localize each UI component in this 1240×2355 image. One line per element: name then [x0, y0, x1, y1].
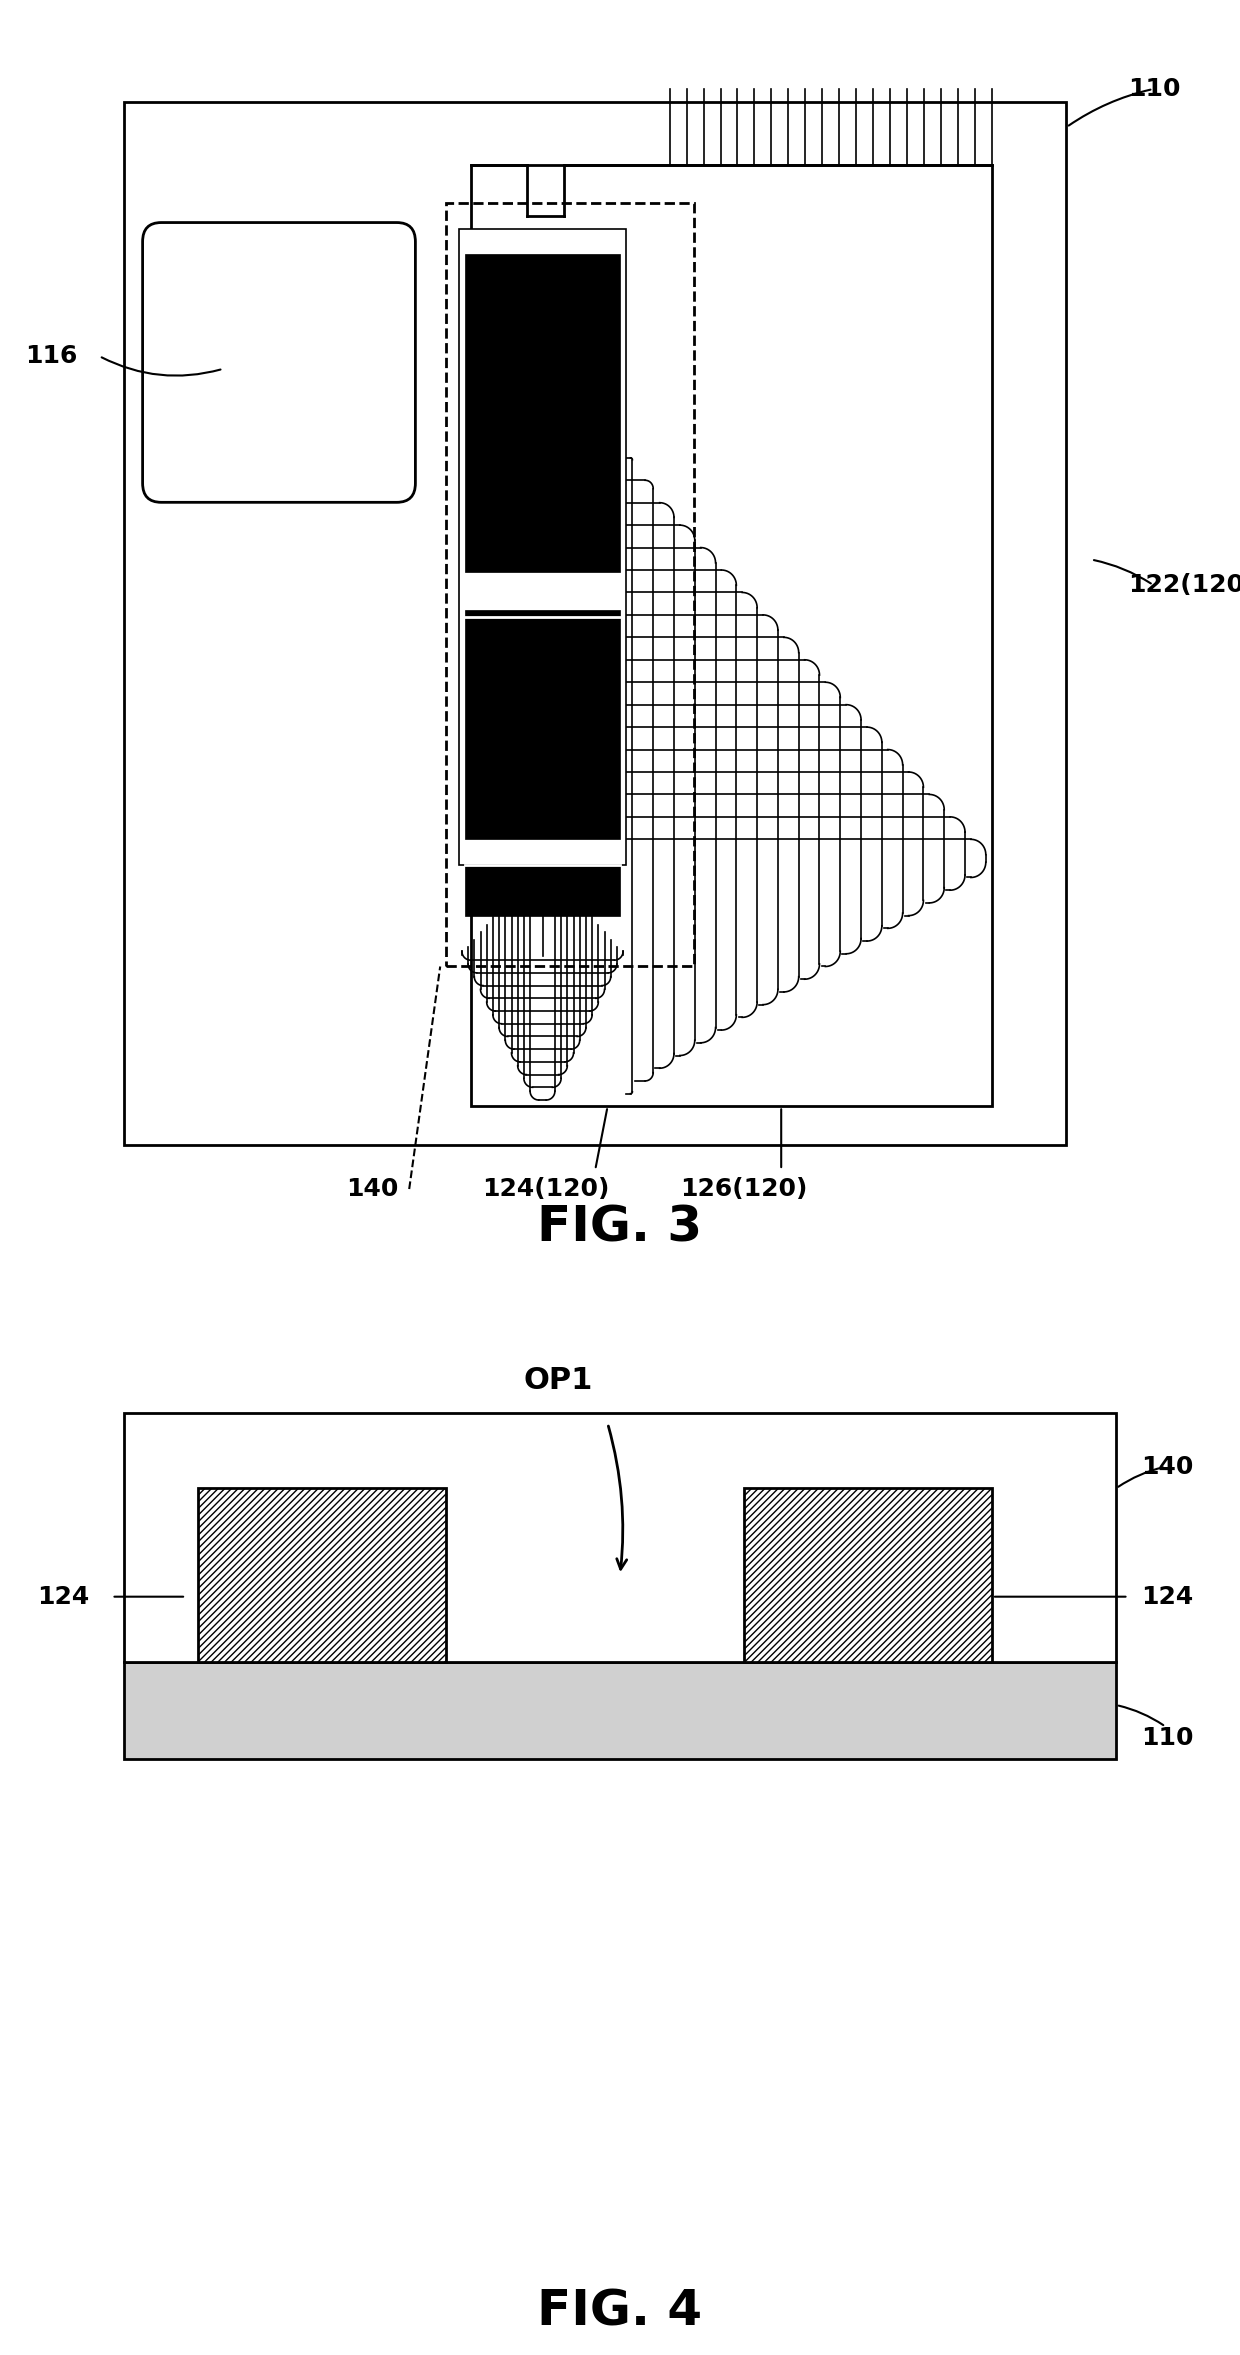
Text: 124: 124 [37, 1585, 89, 1608]
Text: 122(120): 122(120) [1128, 572, 1240, 596]
Bar [124, 1663, 1116, 1759]
Text: 124(120): 124(120) [482, 1178, 609, 1201]
Text: 116: 116 [25, 344, 77, 367]
Text: 140: 140 [346, 1178, 398, 1201]
Text: FIG. 4: FIG. 4 [537, 2287, 703, 2336]
Bar [446, 203, 694, 966]
Bar [459, 228, 626, 864]
Bar [198, 1488, 446, 1663]
Text: FIG. 3: FIG. 3 [537, 1203, 703, 1251]
Bar [744, 1488, 992, 1663]
Text: 110: 110 [1128, 78, 1180, 101]
Bar [124, 1413, 1116, 1663]
Text: 140: 140 [1141, 1455, 1193, 1479]
Text: 126(120): 126(120) [681, 1178, 807, 1201]
Bar [471, 165, 992, 1107]
Bar [465, 610, 620, 838]
Bar [124, 101, 1066, 1145]
Text: OP1: OP1 [523, 1366, 593, 1394]
Text: 110: 110 [1141, 1726, 1193, 1750]
Text: 124: 124 [1141, 1585, 1193, 1608]
Bar [465, 254, 620, 572]
Bar [465, 864, 620, 916]
